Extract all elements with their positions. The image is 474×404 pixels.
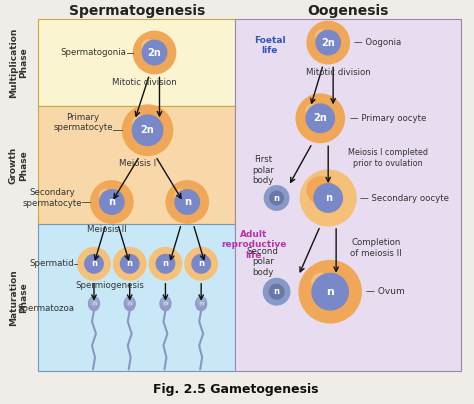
Text: Adult
reproductive
life: Adult reproductive life: [221, 230, 286, 260]
Ellipse shape: [91, 297, 98, 306]
Text: n: n: [127, 259, 133, 268]
Text: n: n: [326, 287, 334, 297]
Text: Spermiogenesis: Spermiogenesis: [75, 281, 144, 290]
Ellipse shape: [162, 297, 169, 306]
Circle shape: [311, 273, 349, 311]
Text: n: n: [325, 193, 332, 203]
Text: First
polar
body: First polar body: [252, 155, 273, 185]
Circle shape: [99, 189, 112, 202]
Circle shape: [165, 180, 209, 224]
FancyBboxPatch shape: [235, 19, 461, 371]
Text: — Oogonia: — Oogonia: [354, 38, 401, 47]
Ellipse shape: [126, 297, 133, 306]
Text: Fig. 2.5 Gametogenesis: Fig. 2.5 Gametogenesis: [153, 383, 319, 396]
Text: n: n: [198, 259, 204, 268]
Circle shape: [99, 189, 125, 215]
Circle shape: [84, 254, 94, 264]
Text: n: n: [184, 197, 191, 207]
Text: n: n: [273, 194, 280, 202]
Text: 2n: 2n: [321, 38, 335, 48]
Circle shape: [174, 189, 200, 215]
Text: Foetal
life: Foetal life: [254, 36, 285, 55]
Circle shape: [77, 247, 111, 281]
Circle shape: [315, 29, 341, 55]
Text: 2n: 2n: [147, 48, 161, 57]
Circle shape: [155, 254, 165, 264]
Ellipse shape: [301, 170, 356, 226]
Text: n: n: [273, 287, 280, 296]
Text: — Ovum: — Ovum: [366, 287, 405, 296]
Circle shape: [184, 247, 218, 281]
Text: Completion
of meiosis II: Completion of meiosis II: [350, 238, 401, 257]
Circle shape: [306, 176, 334, 204]
Text: n: n: [91, 259, 97, 268]
Text: Second
polar
body: Second polar body: [247, 247, 279, 277]
Circle shape: [122, 104, 173, 156]
Text: 2n: 2n: [141, 125, 155, 135]
Ellipse shape: [124, 297, 135, 311]
Circle shape: [84, 254, 104, 274]
Circle shape: [299, 260, 362, 324]
Circle shape: [305, 103, 320, 118]
Circle shape: [119, 254, 130, 264]
Ellipse shape: [196, 297, 207, 311]
FancyBboxPatch shape: [38, 224, 235, 371]
Circle shape: [132, 114, 164, 146]
Circle shape: [133, 31, 176, 74]
Ellipse shape: [89, 297, 100, 311]
Circle shape: [191, 254, 211, 274]
Text: Oogenesis: Oogenesis: [307, 4, 389, 18]
Text: Secondary
spermatocyte: Secondary spermatocyte: [22, 188, 82, 208]
Circle shape: [191, 254, 201, 264]
Circle shape: [90, 180, 134, 224]
Circle shape: [269, 284, 285, 300]
Ellipse shape: [198, 297, 205, 306]
Circle shape: [311, 273, 330, 292]
Text: Spermatogenesis: Spermatogenesis: [69, 4, 205, 18]
Text: — Secondary oocyte: — Secondary oocyte: [360, 194, 449, 202]
Text: Maturation
Phase: Maturation Phase: [9, 269, 28, 326]
Text: Spermatozoa: Spermatozoa: [17, 304, 74, 313]
Text: Meiosis I completed
prior to ovulation: Meiosis I completed prior to ovulation: [348, 148, 428, 168]
Circle shape: [264, 185, 290, 211]
Text: — Primary oocyte: — Primary oocyte: [350, 114, 427, 123]
Text: n: n: [199, 301, 203, 306]
Text: n: n: [92, 301, 96, 306]
Circle shape: [132, 115, 147, 130]
Circle shape: [315, 29, 328, 42]
Text: Growth
Phase: Growth Phase: [9, 147, 28, 184]
Text: n: n: [163, 259, 168, 268]
Text: Meiosis II: Meiosis II: [87, 225, 127, 234]
Circle shape: [313, 183, 343, 213]
Text: Multiplication
Phase: Multiplication Phase: [9, 27, 28, 98]
Circle shape: [148, 247, 182, 281]
Ellipse shape: [160, 297, 171, 311]
Text: Mitotic division: Mitotic division: [112, 78, 177, 87]
Circle shape: [120, 254, 140, 274]
Circle shape: [269, 191, 284, 206]
Circle shape: [141, 39, 155, 53]
Circle shape: [306, 21, 350, 65]
FancyBboxPatch shape: [38, 106, 235, 224]
Circle shape: [155, 254, 175, 274]
Circle shape: [263, 278, 291, 306]
Text: Spermatid: Spermatid: [29, 259, 74, 268]
Circle shape: [305, 103, 335, 133]
Circle shape: [174, 189, 187, 202]
Text: Meiosis I: Meiosis I: [119, 159, 156, 168]
Text: n: n: [109, 197, 115, 207]
Text: Spermatogonia: Spermatogonia: [61, 48, 127, 57]
Text: n: n: [128, 301, 132, 306]
Circle shape: [295, 93, 345, 143]
FancyBboxPatch shape: [38, 19, 235, 106]
Text: Mitotic division: Mitotic division: [306, 68, 371, 77]
Circle shape: [113, 247, 146, 281]
Text: Primary
spermatocyte: Primary spermatocyte: [53, 113, 113, 132]
Circle shape: [142, 40, 167, 65]
Text: n: n: [164, 301, 167, 306]
Text: 2n: 2n: [313, 113, 327, 123]
